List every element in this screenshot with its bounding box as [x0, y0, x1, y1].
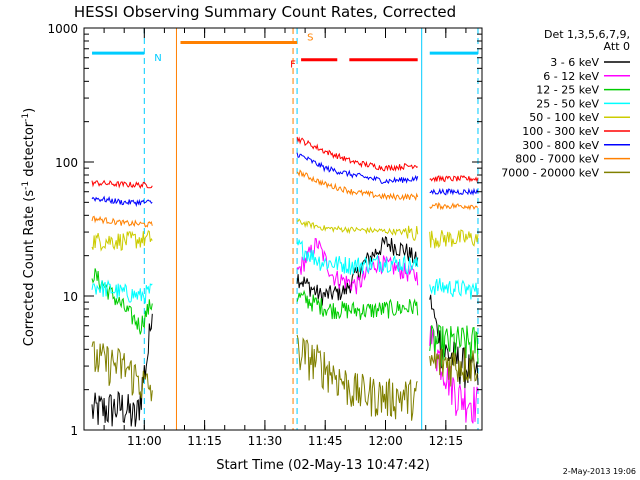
series-trace-segment-7-1 — [296, 169, 419, 202]
chart-title: HESSI Observing Summary Count Rates, Cor… — [74, 3, 456, 21]
series-trace-segment-2-1 — [296, 289, 419, 320]
y-axis-label-exp-1: -1 — [21, 181, 31, 190]
y-axis-label-main: Corrected Count Rate (s — [22, 190, 37, 347]
legend-label-7: 800 - 7000 keV — [515, 153, 599, 166]
series-trace-segment-8-0 — [91, 341, 153, 402]
series-trace-segment-3-2 — [429, 278, 479, 300]
series-trace-segment-4-2 — [429, 229, 479, 249]
y-axis-label-detector: detector — [22, 121, 37, 181]
x-axis-label: Start Time (02-May-13 10:47:42) — [216, 458, 430, 473]
x-tick-label-4: 12:00 — [368, 434, 403, 448]
flag-label-0: N — [154, 53, 161, 64]
series-trace-segment-0-0 — [91, 313, 153, 427]
legend-header-line-2: Att 0 — [604, 40, 630, 53]
x-tick-label-0: 11:00 — [127, 434, 162, 448]
series-trace-segment-7-0 — [91, 215, 153, 228]
series-trace-segment-4-0 — [91, 230, 153, 252]
series-trace-segment-2-2 — [429, 324, 479, 367]
series-trace-segment-8-2 — [429, 347, 479, 387]
legend-header-line-1: Det 1,3,5,6,7,9, — [544, 28, 630, 41]
series-trace-segment-5-0 — [91, 179, 153, 189]
series-trace-segment-5-1 — [296, 136, 418, 172]
y-axis-label-exp-2: -1 — [21, 113, 31, 122]
y-axis-label: Corrected Count Rate (s-1 detector-1) — [21, 108, 37, 346]
x-tick-label-3: 11:45 — [308, 434, 343, 448]
series-trace-segment-0-1 — [296, 235, 419, 306]
series-800-7000-kev — [91, 169, 478, 228]
series-7000-20000-kev — [91, 334, 479, 421]
series-trace-segment-7-2 — [429, 201, 478, 211]
y-tick-label-2: 100 — [55, 156, 78, 170]
flag-label-2: F — [290, 60, 296, 71]
series-3-6-kev — [91, 235, 479, 427]
series-trace-segment-6-0 — [91, 195, 153, 208]
legend-label-3: 25 - 50 keV — [536, 97, 599, 110]
legend-label-2: 12 - 25 keV — [536, 84, 599, 97]
series-trace-segment-3-1 — [296, 239, 419, 275]
y-axis-label-close: ) — [22, 108, 37, 113]
legend-label-6: 300 - 800 keV — [522, 139, 599, 152]
legend-label-8: 7000 - 20000 keV — [501, 166, 599, 179]
y-tick-label-1: 10 — [63, 290, 78, 304]
legend-label-4: 50 - 100 keV — [529, 111, 599, 124]
y-tick-label-0: 1 — [70, 424, 78, 438]
x-tick-label-2: 11:30 — [248, 434, 283, 448]
series-trace-segment-2-0 — [91, 268, 153, 335]
series-300-800-kev — [91, 152, 479, 208]
plot-frame — [83, 27, 483, 431]
series-trace-segment-6-1 — [296, 152, 419, 184]
flag-label-1: S — [307, 32, 313, 43]
axis-layer: 11:00 11:15 11:30 11:45 12:00 12:15 1 10 100 1000 — [47, 22, 482, 448]
series-trace-segment-6-2 — [429, 187, 479, 196]
legend-label-0: 3 - 6 keV — [550, 56, 599, 69]
series-25-50-kev — [91, 239, 479, 304]
series-trace-segment-1-0 — [296, 237, 419, 295]
series-trace-segment-5-2 — [429, 175, 479, 183]
series-50-100-kev — [91, 218, 479, 252]
series-trace-segment-8-1 — [296, 334, 418, 421]
series-trace-segment-4-1 — [296, 218, 419, 241]
y-tick-label-3: 1000 — [47, 22, 78, 36]
series-trace-segment-3-0 — [91, 279, 153, 304]
series-trace-segment-1-1 — [429, 325, 479, 424]
legend-label-5: 100 - 300 keV — [522, 125, 599, 138]
series-100-300-kev — [91, 136, 479, 189]
x-tick-label-1: 11:15 — [187, 434, 222, 448]
legend-label-1: 6 - 12 keV — [543, 70, 599, 83]
footer-date-stamp: 2-May-2013 19:06 — [563, 467, 636, 476]
x-tick-label-5: 12:15 — [429, 434, 464, 448]
data-layer: N S F — [91, 28, 479, 430]
